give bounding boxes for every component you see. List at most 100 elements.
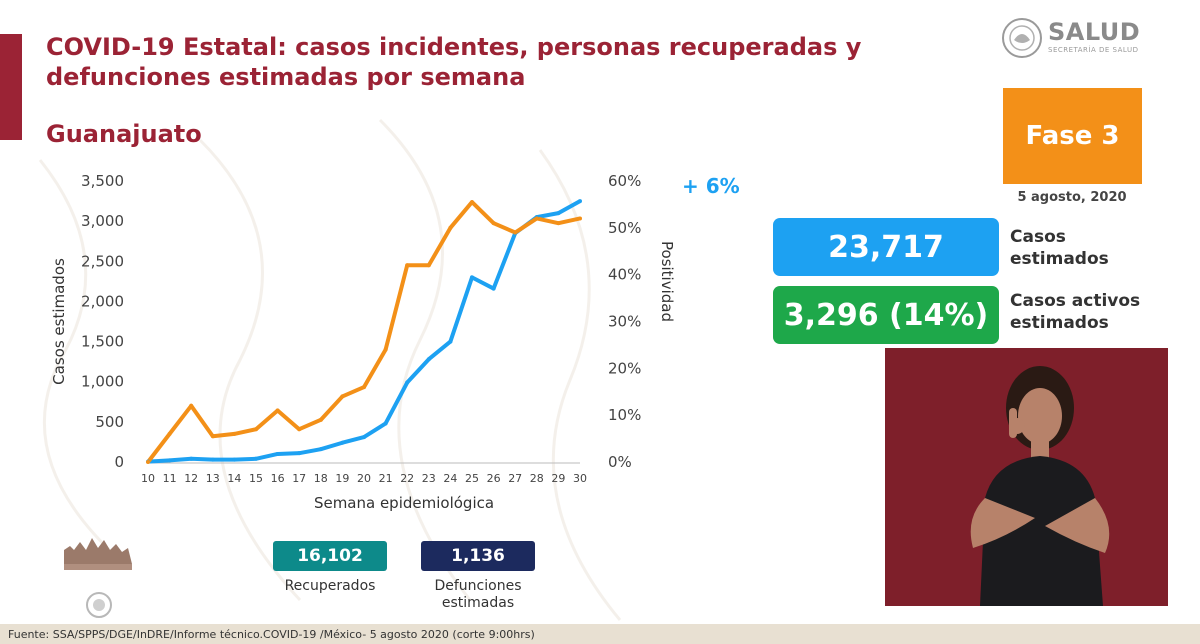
deaths-count: 1,136 xyxy=(421,541,535,571)
x-tick-label: 16 xyxy=(271,472,285,485)
phase-badge: Fase 3 xyxy=(1003,88,1142,184)
interpreter-figure xyxy=(885,348,1168,606)
cases-point xyxy=(578,199,582,204)
cases-point xyxy=(405,380,410,385)
x-tick-label: 17 xyxy=(292,472,306,485)
x-tick-label: 18 xyxy=(314,472,328,485)
x-tick-label: 13 xyxy=(206,472,220,485)
x-tick-label: 14 xyxy=(227,472,241,485)
active-cases-label-line2: estimados xyxy=(1010,313,1109,333)
x-tick-label: 20 xyxy=(357,472,371,485)
recovered-count: 16,102 xyxy=(273,541,387,571)
positivity-point xyxy=(448,225,453,230)
background-pattern xyxy=(38,118,622,621)
positivity-point xyxy=(189,403,194,408)
report-date: 5 agosto, 2020 xyxy=(1017,190,1127,205)
x-tick-label: 19 xyxy=(335,472,349,485)
positivity-point xyxy=(275,408,280,413)
x-tick-label: 15 xyxy=(249,472,263,485)
x-tick-label: 12 xyxy=(184,472,198,485)
cases-point xyxy=(448,339,453,344)
positivity-point xyxy=(362,385,366,390)
x-tick-label: 21 xyxy=(379,472,393,485)
recovered-label: Recuperados xyxy=(284,578,376,594)
cases-point xyxy=(232,457,237,462)
x-tick-label: 23 xyxy=(422,472,436,485)
cases-point xyxy=(275,451,280,456)
estimated-cases-label-line2: estimados xyxy=(1010,249,1109,269)
y-axis-right-label: Positividad xyxy=(658,241,676,322)
right-axis-ticks: 0% 10% 20% 30% 40% 50% 60% xyxy=(608,172,641,471)
positivity-point xyxy=(426,263,431,268)
positivity-point xyxy=(491,221,496,226)
brand-accent-bar xyxy=(0,34,22,140)
positivity-point xyxy=(340,394,345,399)
positivity-point xyxy=(318,417,323,422)
cases-point xyxy=(340,440,345,445)
y-right-tick-label: 50% xyxy=(608,219,641,237)
y-tick-label: 1,500 xyxy=(81,333,124,351)
estimated-cases-points xyxy=(146,199,582,464)
y-tick-label: 2,500 xyxy=(81,252,124,270)
source-footer: Fuente: SSA/SPPS/DGE/InDRE/Informe técni… xyxy=(0,624,1200,644)
cases-point xyxy=(254,456,258,461)
positivity-point xyxy=(513,230,518,235)
cases-point xyxy=(362,435,366,440)
cases-point xyxy=(167,458,172,463)
x-tick-label: 11 xyxy=(163,472,177,485)
cases-point xyxy=(470,275,474,280)
logo-subtext: SECRETARÍA DE SALUD xyxy=(1048,46,1139,54)
y-right-tick-label: 30% xyxy=(608,313,641,331)
positivity-point xyxy=(534,216,539,221)
cases-point xyxy=(556,211,561,216)
active-cases-box: 3,296 (14%) xyxy=(773,286,999,344)
x-tick-label: 30 xyxy=(573,472,587,485)
cases-point xyxy=(426,357,431,362)
estimated-cases-label: Casos estimados xyxy=(1010,226,1180,270)
x-axis-label: Semana epidemiológica xyxy=(314,494,494,512)
y-tick-label: 2,000 xyxy=(81,292,124,310)
cases-positivity-chart: 0 500 1,000 1,500 2,000 2,500 3,000 3,500 0% 10%… xyxy=(50,172,676,512)
y-tick-label: 0 xyxy=(114,453,124,471)
logo-text: SALUD xyxy=(1048,18,1141,46)
positivity-point xyxy=(405,263,410,268)
seal-small-icon xyxy=(86,592,112,618)
y-tick-label: 1,000 xyxy=(81,373,124,391)
positivity-change-label: + 6% xyxy=(682,174,740,198)
positivity-point xyxy=(232,431,237,436)
y-right-tick-label: 60% xyxy=(608,172,641,190)
deaths-label-line2: estimadas xyxy=(441,595,515,611)
historical-emblem-icon xyxy=(64,538,132,570)
cases-point xyxy=(318,447,323,452)
active-cases-label: Casos activos estimados xyxy=(1010,290,1180,334)
x-tick-label: 27 xyxy=(508,472,522,485)
cases-point xyxy=(189,456,194,461)
y-right-tick-label: 40% xyxy=(608,266,641,284)
positivity-point xyxy=(146,460,150,464)
positivity-point xyxy=(254,427,258,432)
x-tick-label: 10 xyxy=(141,472,155,485)
sign-language-interpreter-video xyxy=(885,348,1168,606)
positivity-point xyxy=(210,434,215,439)
y-right-tick-label: 0% xyxy=(608,453,632,471)
estimated-cases-box: 23,717 xyxy=(773,218,999,276)
positivity-point xyxy=(383,347,388,352)
positivity-point xyxy=(470,200,474,205)
estimated-cases-line xyxy=(147,199,581,464)
y-right-tick-label: 20% xyxy=(608,359,641,377)
x-tick-label: 25 xyxy=(465,472,479,485)
y-tick-label: 500 xyxy=(95,413,124,431)
mexico-seal-icon xyxy=(1002,18,1042,58)
active-cases-label-line1: Casos activos xyxy=(1010,291,1141,311)
positivity-point xyxy=(578,216,582,221)
positivity-point xyxy=(297,427,302,432)
deaths-label: Defunciones estimadas xyxy=(416,578,540,612)
x-tick-label: 29 xyxy=(551,472,565,485)
cases-point xyxy=(297,451,302,456)
x-tick-label: 24 xyxy=(443,472,457,485)
y-tick-label: 3,000 xyxy=(81,212,124,230)
page-title: COVID-19 Estatal: casos incidentes, pers… xyxy=(46,33,862,91)
left-axis-ticks: 0 500 1,000 1,500 2,000 2,500 3,000 3,500 xyxy=(81,172,124,471)
cases-point xyxy=(491,286,496,291)
estimated-cases-label-line1: Casos xyxy=(1010,227,1066,247)
